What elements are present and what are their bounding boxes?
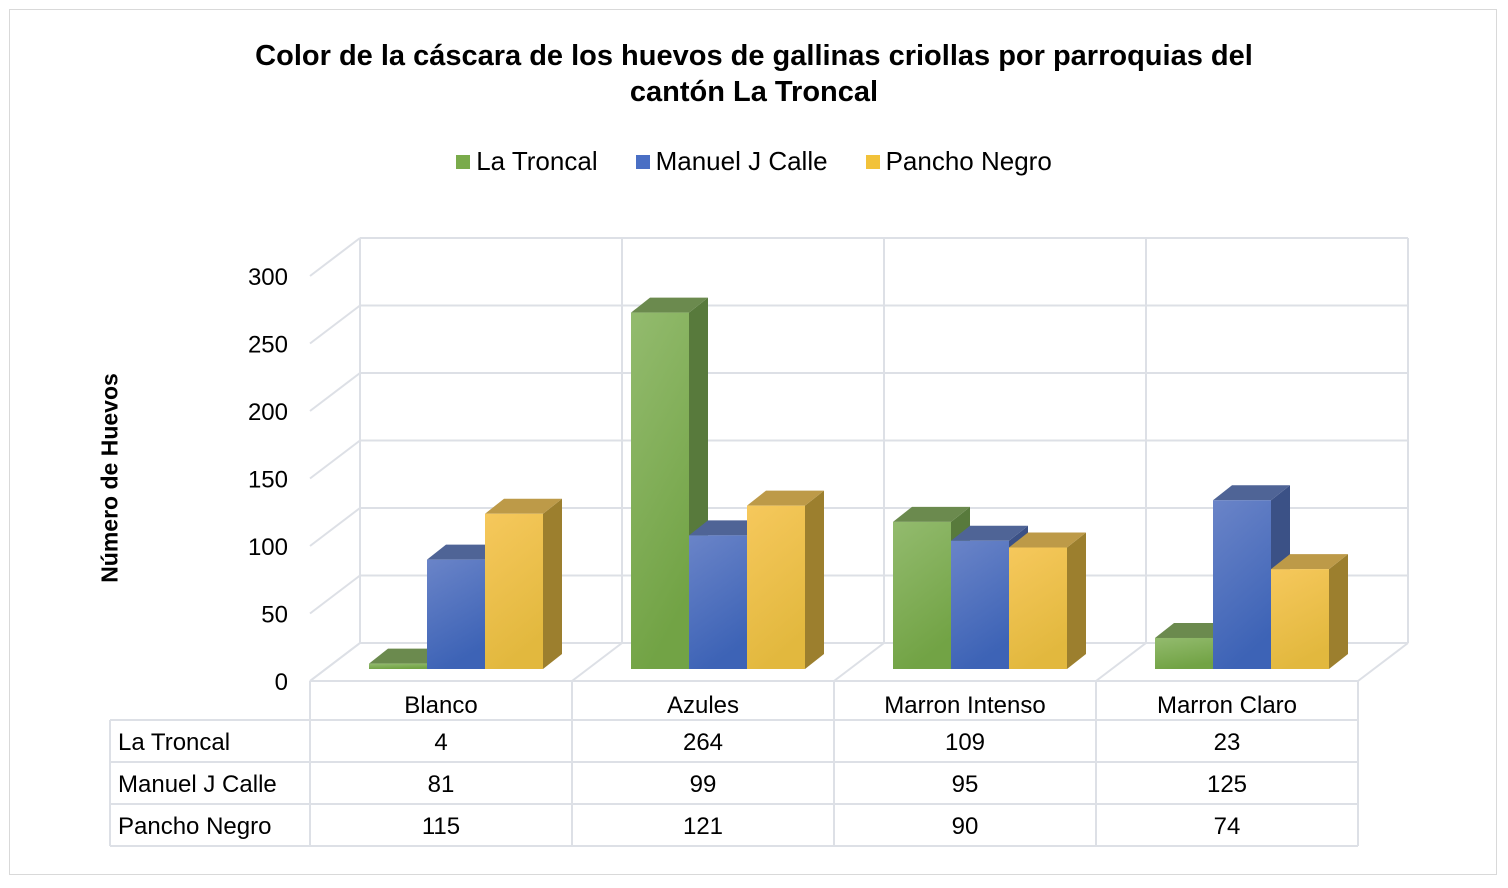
table-cell: 121 (683, 813, 723, 840)
bar (631, 312, 689, 669)
table-cell: 74 (1214, 813, 1241, 840)
bar (1009, 547, 1067, 669)
legend-label: La Troncal (476, 146, 598, 176)
bar (893, 521, 951, 669)
bar (427, 559, 485, 669)
legend-item-pancho-negro: Pancho Negro (865, 146, 1052, 177)
y-tick-label: 150 (248, 467, 288, 494)
x-category-label: Marron Claro (1157, 692, 1297, 719)
x-category-label: Azules (667, 692, 739, 719)
table-cell: 109 (945, 729, 985, 756)
chart-title: Color de la cáscara de los huevos de gal… (0, 38, 1508, 110)
bar (951, 540, 1009, 669)
table-row-label: Manuel J Calle (118, 771, 277, 798)
bar (1155, 637, 1213, 669)
y-tick-label: 0 (275, 669, 288, 696)
x-category-label: Marron Intenso (884, 692, 1045, 719)
table-cell: 4 (434, 729, 447, 756)
legend-item-manuel-j-calle: Manuel J Calle (635, 146, 828, 177)
chart-title-line-2: cantón La Troncal (629, 76, 879, 108)
data-table: Blanco Azules Marron Intenso Marron Claro La… (109, 681, 1359, 847)
bar (369, 663, 427, 669)
x-category-label: Blanco (404, 692, 477, 719)
legend-swatch-icon (865, 154, 880, 169)
chart-title-line-1: Color de la cáscara de los huevos de gal… (255, 40, 1253, 72)
table-cell: 90 (952, 813, 979, 840)
table-cell: 125 (1207, 771, 1247, 798)
bar (1213, 500, 1271, 669)
y-tick-label: 100 (248, 534, 288, 561)
table-cell: 264 (683, 729, 723, 756)
table-cell: 99 (690, 771, 717, 798)
bar (485, 513, 543, 669)
legend-label: Pancho Negro (885, 146, 1052, 176)
y-tick-label: 200 (248, 399, 288, 426)
table-cell: 81 (428, 771, 455, 798)
table-row-label: La Troncal (118, 729, 230, 756)
table-cell: 95 (952, 771, 979, 798)
chart-frame (9, 9, 1497, 875)
bar (747, 505, 805, 669)
bar (1271, 569, 1329, 669)
table-cell: 23 (1214, 729, 1241, 756)
legend-swatch-icon (456, 154, 471, 169)
bars (369, 297, 1348, 669)
table-row-label: Pancho Negro (118, 813, 271, 840)
y-axis-ticks: 0 50 100 150 200 250 300 (248, 264, 288, 696)
y-tick-label: 50 (261, 602, 288, 629)
bar (689, 535, 747, 669)
table-cell: 115 (422, 813, 460, 840)
legend-swatch-icon (635, 154, 650, 169)
legend-label: Manuel J Calle (655, 146, 828, 176)
y-tick-label: 250 (248, 332, 288, 359)
y-tick-label: 300 (248, 264, 288, 291)
legend-item-la-troncal: La Troncal (456, 146, 598, 177)
chart-legend: La Troncal Manuel J Calle Pancho Negro (0, 146, 1508, 177)
